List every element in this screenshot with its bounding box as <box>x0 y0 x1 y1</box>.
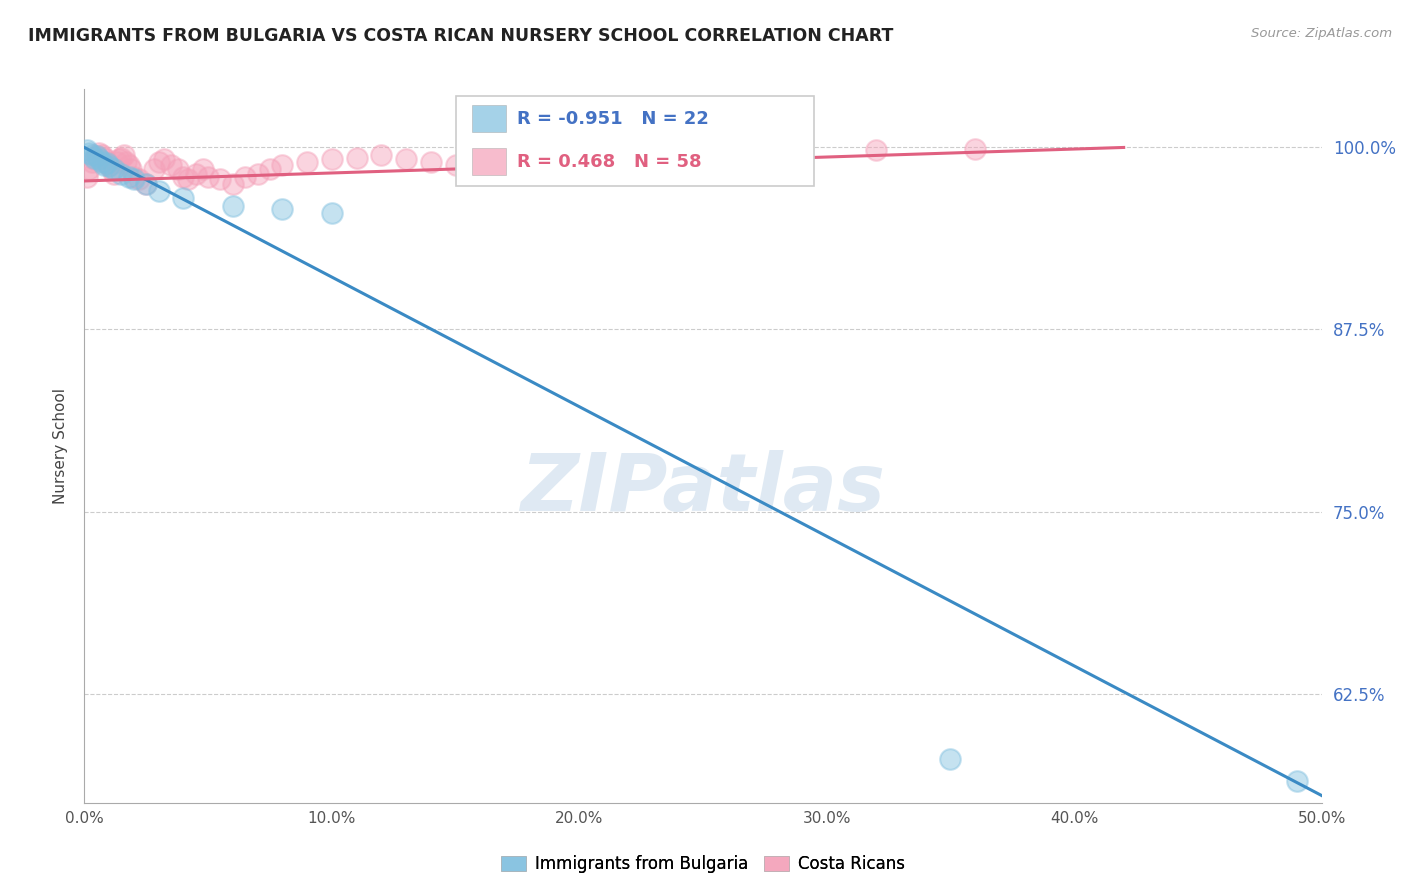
Point <box>83 151 105 165</box>
Text: ZIPatlas: ZIPatlas <box>520 450 886 528</box>
Point <box>96 155 118 169</box>
Point <box>321 206 343 220</box>
Point <box>98 158 121 172</box>
Point <box>103 167 125 181</box>
Point <box>184 167 207 181</box>
Point <box>76 144 98 158</box>
Point <box>1285 774 1308 789</box>
Point <box>717 146 740 161</box>
Point <box>222 199 245 213</box>
Point <box>86 149 108 163</box>
Text: R = -0.951   N = 22: R = -0.951 N = 22 <box>517 111 709 128</box>
Point <box>666 147 689 161</box>
Point <box>177 172 200 186</box>
Point <box>93 158 115 172</box>
Text: Source: ZipAtlas.com: Source: ZipAtlas.com <box>1251 27 1392 40</box>
Point <box>122 172 145 186</box>
Point <box>90 147 112 161</box>
Point <box>112 147 135 161</box>
Point <box>568 147 591 161</box>
Point <box>321 152 343 166</box>
Point <box>370 147 392 161</box>
FancyBboxPatch shape <box>456 96 814 186</box>
Point <box>142 162 165 177</box>
FancyBboxPatch shape <box>471 105 506 132</box>
Point <box>108 152 131 166</box>
FancyBboxPatch shape <box>471 148 506 175</box>
Point <box>118 158 141 172</box>
Point <box>419 155 441 169</box>
Point <box>395 152 418 166</box>
Point <box>110 167 132 181</box>
Point <box>543 151 565 165</box>
Point <box>295 155 318 169</box>
Point <box>617 145 640 159</box>
Point <box>110 151 132 165</box>
Point <box>115 155 138 169</box>
Point <box>152 152 174 166</box>
Point <box>259 162 281 177</box>
Point <box>135 177 157 191</box>
Point <box>135 177 157 191</box>
Point <box>118 169 141 184</box>
Point <box>766 145 789 159</box>
Point <box>122 169 145 184</box>
Point <box>246 167 269 181</box>
Point <box>197 169 219 184</box>
Legend: Immigrants from Bulgaria, Costa Ricans: Immigrants from Bulgaria, Costa Ricans <box>495 849 911 880</box>
Point <box>100 162 122 177</box>
Point <box>128 172 150 186</box>
Point <box>167 162 190 177</box>
Point <box>271 202 294 216</box>
Point <box>519 152 541 166</box>
Text: R = 0.468   N = 58: R = 0.468 N = 58 <box>517 153 702 171</box>
Point <box>89 152 111 166</box>
Point <box>470 161 492 175</box>
Point <box>965 142 987 156</box>
Point <box>103 162 125 177</box>
Point <box>271 158 294 172</box>
Point <box>86 149 108 163</box>
Point <box>105 155 128 169</box>
Point <box>98 160 121 174</box>
Point <box>865 144 887 158</box>
Point <box>80 147 103 161</box>
Point <box>120 162 142 177</box>
Point <box>209 172 232 186</box>
Point <box>593 146 616 161</box>
Point <box>148 184 170 198</box>
Point <box>346 151 368 165</box>
Point <box>160 158 183 172</box>
Point <box>93 151 115 165</box>
Point <box>172 169 194 184</box>
Point <box>643 146 665 161</box>
Point <box>80 155 103 169</box>
Point <box>222 177 245 191</box>
Point <box>172 191 194 205</box>
Point <box>233 169 256 184</box>
Point <box>90 155 112 169</box>
Point <box>96 156 118 170</box>
Point <box>494 155 516 169</box>
Point <box>83 152 105 166</box>
Point <box>148 155 170 169</box>
Point <box>444 158 467 172</box>
Point <box>79 162 101 177</box>
Point <box>191 162 214 177</box>
Point <box>89 146 111 161</box>
Y-axis label: Nursery School: Nursery School <box>53 388 69 504</box>
Text: IMMIGRANTS FROM BULGARIA VS COSTA RICAN NURSERY SCHOOL CORRELATION CHART: IMMIGRANTS FROM BULGARIA VS COSTA RICAN … <box>28 27 893 45</box>
Point <box>79 146 101 161</box>
Point <box>76 169 98 184</box>
Point <box>939 752 962 766</box>
